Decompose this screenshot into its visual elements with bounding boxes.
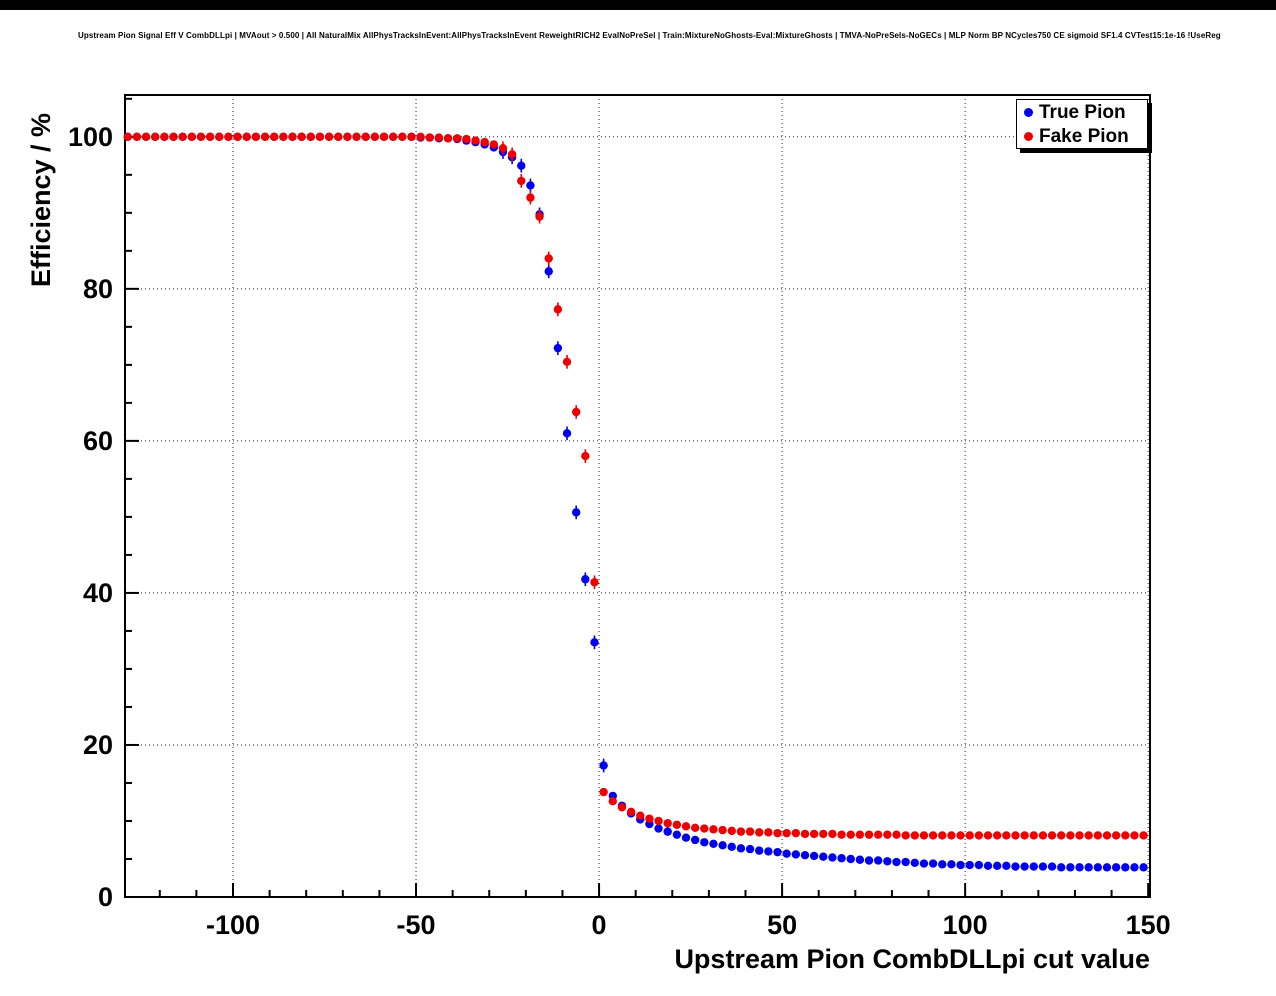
- legend: True Pion Fake Pion: [1016, 99, 1148, 149]
- grid-lines: [125, 95, 1150, 897]
- series-true-pion: [123, 132, 1148, 872]
- plot-title: Upstream Pion Signal Eff V CombDLLpi | M…: [78, 31, 1221, 40]
- y-tick-labels: 0 20 40 60 80 100: [68, 122, 113, 912]
- legend-item-fake-pion: Fake Pion: [1017, 124, 1147, 148]
- plot-frame: [124, 94, 1151, 898]
- svg-text:60: 60: [83, 426, 113, 456]
- legend-marker-true-pion: [1024, 107, 1033, 117]
- svg-text:20: 20: [83, 730, 113, 760]
- x-axis-title: Upstream Pion CombDLLpi cut value: [674, 944, 1150, 974]
- series-fake-pion: [123, 132, 1148, 840]
- legend-marker-fake-pion: [1024, 131, 1033, 141]
- svg-text:-100: -100: [206, 910, 260, 940]
- svg-text:100: 100: [68, 122, 113, 152]
- y-axis-title: Efficiency / %: [26, 112, 56, 287]
- axis-ticks: [125, 97, 1150, 898]
- svg-text:100: 100: [943, 910, 988, 940]
- svg-text:50: 50: [767, 910, 797, 940]
- legend-label-fake-pion: Fake Pion: [1039, 125, 1129, 147]
- svg-text:0: 0: [98, 882, 113, 912]
- x-tick-labels: -100 -50 0 50 100 150: [206, 910, 1171, 940]
- svg-text:0: 0: [592, 910, 607, 940]
- svg-text:80: 80: [83, 274, 113, 304]
- top-bar: [0, 0, 1276, 10]
- legend-label-true-pion: True Pion: [1039, 101, 1126, 123]
- legend-item-true-pion: True Pion: [1017, 100, 1147, 124]
- svg-text:40: 40: [83, 578, 113, 608]
- svg-text:150: 150: [1126, 910, 1171, 940]
- svg-text:-50: -50: [397, 910, 436, 940]
